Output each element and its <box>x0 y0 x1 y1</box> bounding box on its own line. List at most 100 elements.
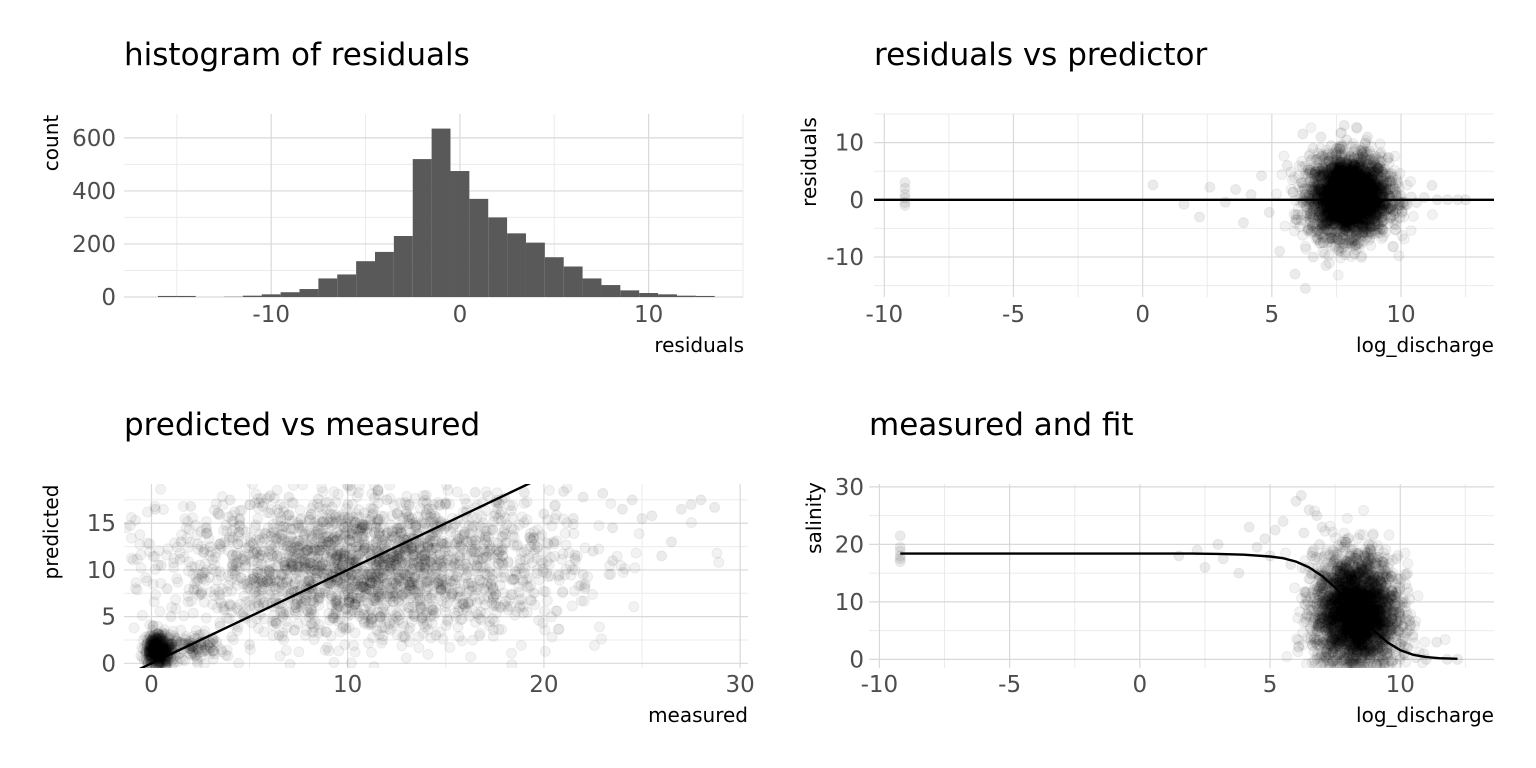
scatter-point <box>1393 250 1405 262</box>
scatter-point <box>1334 210 1346 222</box>
scatter-point <box>1344 200 1356 212</box>
scatter-point <box>1349 177 1361 189</box>
scatter-point <box>1338 172 1350 184</box>
scatter-point <box>1341 211 1353 223</box>
scatter-point <box>1230 183 1242 195</box>
scatter-point <box>1350 174 1362 186</box>
histogram-bar <box>356 261 375 297</box>
scatter-point <box>1329 169 1341 181</box>
scatter-point <box>1356 180 1368 192</box>
scatter-point <box>1341 160 1353 172</box>
scatter-point <box>1336 217 1348 229</box>
histogram-bar <box>469 198 489 297</box>
scatter-point <box>1339 181 1351 193</box>
scatter-point <box>1356 170 1368 182</box>
scatter-point <box>1349 210 1361 222</box>
scatter-point <box>1349 248 1360 260</box>
scatter-point <box>1374 161 1386 173</box>
scatter-point <box>1348 209 1360 221</box>
scatter-point <box>1341 181 1353 193</box>
scatter-point <box>1348 176 1360 188</box>
scatter-point <box>1343 234 1355 246</box>
scatter-point <box>1332 204 1344 216</box>
scatter-point <box>1351 210 1363 222</box>
scatter-point <box>1350 181 1362 193</box>
scatter-point <box>1313 210 1325 222</box>
scatter-point <box>1364 204 1376 216</box>
y-tick-label: 15 <box>87 511 116 537</box>
scatter-point <box>1204 181 1216 193</box>
histogram-bar <box>525 242 545 297</box>
scatter-point <box>1349 160 1361 172</box>
scatter-point <box>1361 212 1373 224</box>
scatter-point <box>1339 224 1351 236</box>
scatter-point <box>1358 182 1370 194</box>
scatter-point <box>1349 202 1361 214</box>
scatter-point <box>1328 218 1340 230</box>
scatter-point <box>1313 162 1325 174</box>
scatter-point <box>1360 204 1372 216</box>
scatter-point <box>1344 210 1356 222</box>
scatter-point <box>1323 236 1335 248</box>
scatter-point <box>1341 215 1353 227</box>
scatter-point <box>1341 173 1353 185</box>
scatter-point <box>1356 142 1368 154</box>
scatter-point <box>1307 220 1319 232</box>
scatter-point <box>1320 201 1332 213</box>
scatter-point <box>1330 186 1342 198</box>
scatter-point <box>1347 157 1359 169</box>
scatter-point <box>1367 182 1379 194</box>
scatter-point <box>1279 220 1291 232</box>
scatter-point <box>1316 211 1328 223</box>
scatter-point <box>1366 225 1378 237</box>
scatter-point <box>1349 225 1361 237</box>
scatter-point <box>1340 187 1352 199</box>
scatter-point <box>1326 215 1338 227</box>
scatter-point <box>1325 211 1337 223</box>
scatter-point <box>1351 185 1363 197</box>
scatter-point <box>1325 232 1337 244</box>
scatter-point <box>1326 175 1338 187</box>
scatter-point <box>1345 187 1357 199</box>
scatter-point <box>1350 202 1362 214</box>
scatter-point <box>1219 196 1231 208</box>
scatter-point <box>1330 184 1342 196</box>
histogram-bar <box>176 295 196 297</box>
scatter-point <box>1350 202 1362 214</box>
scatter-point <box>1327 202 1339 214</box>
scatter-point <box>1362 170 1374 182</box>
x-tick-label: 0 <box>453 302 468 328</box>
chart-title: histogram of residuals <box>124 37 470 73</box>
scatter-point <box>1357 230 1369 242</box>
scatter-point <box>1351 170 1363 182</box>
scatter-point <box>1313 206 1325 218</box>
x-tick-label: 0 <box>144 672 159 698</box>
scatter-point <box>1336 152 1348 164</box>
y-tick-label: 600 <box>72 126 116 152</box>
panel-histogram: histogram of residuals -10 0 100200400600 … <box>39 37 744 357</box>
scatter-point <box>1357 185 1369 197</box>
scatter-point <box>1390 178 1402 190</box>
scatter-point <box>1369 165 1381 177</box>
scatter-point <box>1342 147 1354 159</box>
scatter-point <box>1357 168 1369 180</box>
scatter-point <box>1426 179 1438 191</box>
scatter-point <box>1297 128 1309 140</box>
scatter-point <box>1311 231 1323 243</box>
scatter-point <box>1318 211 1329 223</box>
scatter-point <box>1303 212 1315 224</box>
scatter-point <box>1344 181 1356 193</box>
scatter-point <box>1317 169 1329 181</box>
scatter-point <box>1358 212 1370 224</box>
scatter-point <box>1314 170 1326 182</box>
scatter-point <box>1278 150 1290 162</box>
scatter-point <box>1330 148 1342 160</box>
scatter-point <box>1328 175 1340 187</box>
scatter-point <box>1360 166 1372 178</box>
scatter-point <box>1374 148 1386 160</box>
scatter-point <box>1336 159 1348 171</box>
scatter-point <box>1321 224 1333 236</box>
scatter-point <box>1336 201 1348 213</box>
scatter-point <box>1389 224 1401 236</box>
scatter-point <box>1315 207 1327 219</box>
